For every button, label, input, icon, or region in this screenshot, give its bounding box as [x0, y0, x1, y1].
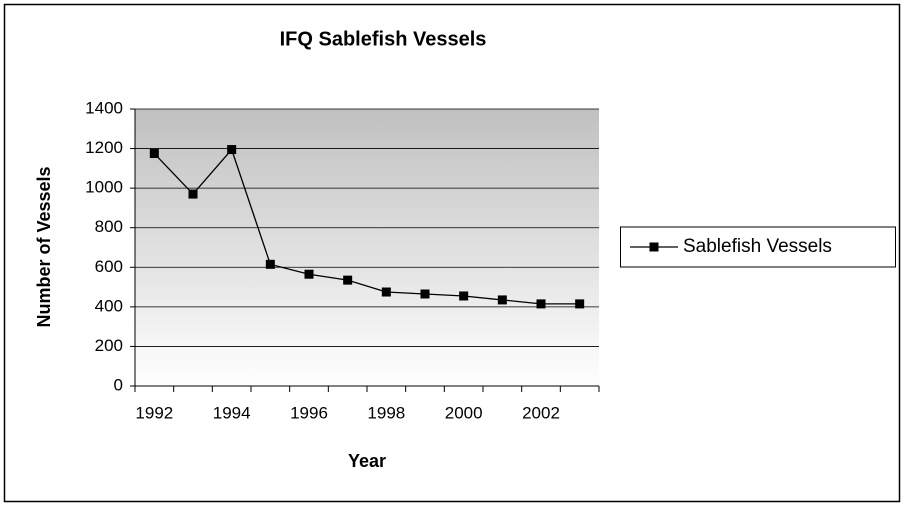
legend-label: Sablefish Vessels — [683, 236, 832, 257]
x-axis-label: Year — [348, 451, 386, 471]
legend-marker — [649, 242, 659, 252]
series-line — [153, 148, 580, 305]
marker — [420, 289, 430, 299]
y-tick-label: 200 — [95, 336, 123, 355]
plot-area — [135, 109, 599, 386]
y-axis-label: Number of Vessels — [34, 166, 54, 327]
marker — [575, 299, 585, 309]
x-tick-label: 1992 — [135, 403, 173, 422]
marker — [265, 259, 275, 269]
marker — [343, 275, 353, 285]
y-tick-label: 0 — [114, 375, 123, 394]
marker — [536, 299, 546, 309]
marker — [188, 189, 198, 199]
y-tick-label: 600 — [95, 257, 123, 276]
y-tick-label: 1400 — [85, 98, 123, 117]
marker — [459, 291, 469, 301]
marker — [227, 145, 237, 155]
marker — [497, 295, 507, 305]
chart-title: IFQ Sablefish Vessels — [280, 28, 487, 50]
y-tick-label: 1200 — [85, 138, 123, 157]
x-tick-label: 1994 — [213, 403, 251, 422]
x-tick-label: 2000 — [445, 403, 483, 422]
marker — [304, 269, 314, 279]
x-tick-label: 2002 — [522, 403, 560, 422]
marker — [149, 149, 159, 159]
y-tick-label: 1000 — [85, 178, 123, 197]
y-tick-label: 400 — [95, 296, 123, 315]
marker — [381, 287, 391, 297]
y-tick-label: 800 — [95, 217, 123, 236]
x-tick-label: 1998 — [367, 403, 405, 422]
x-tick-label: 1996 — [290, 403, 328, 422]
